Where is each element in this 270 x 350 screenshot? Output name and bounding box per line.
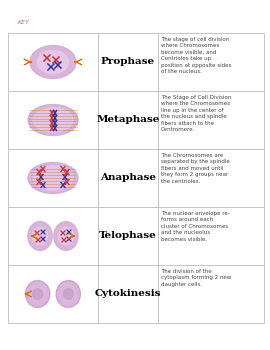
Ellipse shape: [63, 289, 73, 299]
Ellipse shape: [28, 105, 78, 135]
Bar: [8, 33, 264, 323]
Ellipse shape: [60, 285, 76, 303]
Text: Anaphase: Anaphase: [100, 174, 156, 182]
Ellipse shape: [58, 228, 74, 245]
Ellipse shape: [54, 222, 78, 250]
Ellipse shape: [56, 280, 80, 308]
Ellipse shape: [33, 289, 43, 299]
Ellipse shape: [30, 285, 46, 303]
Ellipse shape: [30, 46, 76, 78]
Text: Cytokinesis: Cytokinesis: [95, 289, 161, 299]
Ellipse shape: [28, 162, 78, 194]
Text: KEY: KEY: [18, 20, 30, 25]
Text: Telophase: Telophase: [99, 231, 157, 240]
Ellipse shape: [33, 108, 73, 132]
Text: Metaphase: Metaphase: [96, 116, 160, 125]
Text: The stage of cell division
where Chromosomes
become visible, and
Centrioles take: The stage of cell division where Chromos…: [161, 37, 231, 74]
Text: The Chromosomes are
separated by the spindle
fibers and moved until
they form 2 : The Chromosomes are separated by the spi…: [161, 153, 230, 184]
Text: The division of the
cytoplasm forming 2 new
daughter cells.: The division of the cytoplasm forming 2 …: [161, 269, 231, 287]
Text: Prophase: Prophase: [101, 57, 155, 66]
Ellipse shape: [28, 222, 52, 250]
Text: The Stage of Cell Division
where the Chromosomes
line up in the center of
the nu: The Stage of Cell Division where the Chr…: [161, 95, 231, 132]
Ellipse shape: [33, 166, 73, 190]
Text: The nuclear envelope re-
forms around each
cluster of Chromosomes
and the nucleo: The nuclear envelope re- forms around ea…: [161, 211, 230, 241]
Ellipse shape: [26, 280, 50, 308]
Ellipse shape: [38, 50, 69, 74]
Ellipse shape: [32, 228, 48, 245]
